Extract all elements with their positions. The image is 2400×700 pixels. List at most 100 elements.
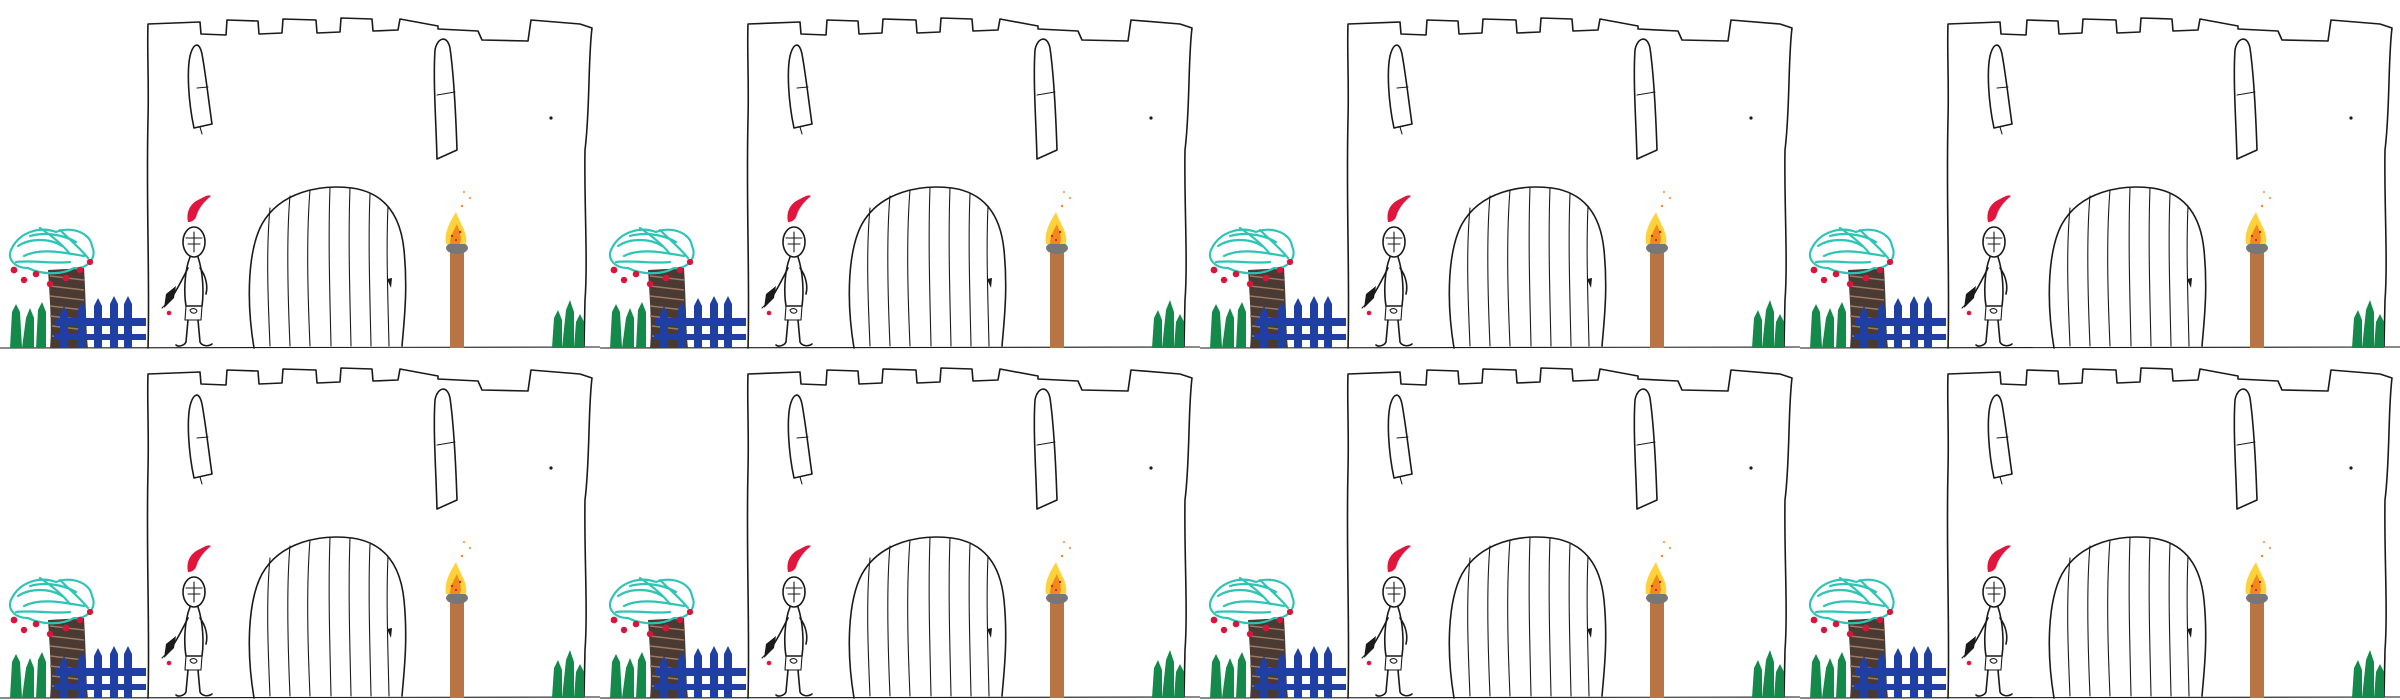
- wall-dot: [549, 116, 553, 120]
- knight-plume: [187, 195, 211, 222]
- door-planks: [267, 537, 390, 697]
- drawing-frame-8: [1800, 350, 2400, 700]
- castle-outline: [1346, 17, 1793, 349]
- door-handle: [1587, 628, 1592, 638]
- knight: [1361, 195, 1413, 347]
- door-planks: [2067, 187, 2190, 347]
- castle-drawing: [1200, 367, 1800, 699]
- door-handle: [987, 278, 992, 288]
- drawing-frame-5: [0, 350, 600, 700]
- knight-plume: [1387, 545, 1411, 572]
- ground-line: [600, 346, 1200, 349]
- torch: [1645, 191, 1671, 348]
- knight: [1961, 195, 2013, 347]
- left-window: [1387, 394, 1413, 479]
- fence: [54, 296, 146, 348]
- torch: [1645, 541, 1671, 698]
- wall-dot: [1149, 466, 1153, 470]
- grass-right: [1152, 650, 1184, 698]
- tree: [8, 226, 95, 348]
- grass-right: [552, 650, 584, 698]
- knight-plume: [1387, 195, 1411, 222]
- right-window: [1633, 388, 1658, 510]
- knight: [161, 195, 213, 347]
- wall-dot: [2349, 116, 2353, 120]
- fence: [54, 646, 146, 698]
- knight-helmet: [182, 576, 206, 608]
- knight-helmet: [782, 226, 806, 258]
- door-planks: [867, 187, 990, 347]
- drawing-frame-3: [1200, 0, 1800, 350]
- knight-plume: [1987, 195, 2011, 222]
- castle-door: [248, 536, 407, 699]
- right-window: [2233, 388, 2258, 510]
- right-window: [1033, 388, 1058, 510]
- fence: [654, 646, 746, 698]
- fence: [654, 296, 746, 348]
- knight-helmet: [1982, 226, 2006, 258]
- right-window: [1033, 38, 1058, 160]
- door-handle: [387, 628, 392, 638]
- door-handle: [2187, 278, 2192, 288]
- left-window: [1987, 44, 2013, 129]
- castle-door: [2048, 536, 2207, 699]
- ground-line: [0, 696, 600, 699]
- knight: [761, 195, 813, 347]
- torch: [445, 191, 471, 348]
- knight: [1361, 545, 1413, 697]
- ground-line: [1800, 696, 2400, 699]
- castle-drawing: [1800, 17, 2400, 349]
- door-handle: [987, 628, 992, 638]
- drawing-frame-1: [0, 0, 600, 350]
- torch: [1045, 191, 1071, 348]
- door-handle: [387, 278, 392, 288]
- door-planks: [2067, 537, 2190, 697]
- left-window: [787, 394, 813, 479]
- left-window: [787, 44, 813, 129]
- grass-left: [1810, 302, 1846, 348]
- left-window: [1387, 44, 1413, 129]
- knight-helmet: [182, 226, 206, 258]
- torch: [2245, 191, 2271, 348]
- knight: [761, 545, 813, 697]
- fence: [1254, 646, 1346, 698]
- grass-right: [1152, 300, 1184, 348]
- door-planks: [1467, 187, 1590, 347]
- wall-dot: [1749, 116, 1753, 120]
- drawing-frame-7: [1200, 350, 1800, 700]
- drawing-frame-4: [1800, 0, 2400, 350]
- ground-line: [600, 696, 1200, 699]
- knight-helmet: [1382, 576, 1406, 608]
- right-window: [2233, 38, 2258, 160]
- castle-outline: [746, 17, 1193, 349]
- door-planks: [1467, 537, 1590, 697]
- ground-line: [1800, 346, 2400, 349]
- castle-drawing: [600, 17, 1200, 349]
- ground-line: [0, 346, 600, 349]
- grass-right: [2352, 650, 2384, 698]
- castle-outline: [746, 367, 1193, 699]
- right-window: [433, 388, 458, 510]
- castle-drawing: [600, 367, 1200, 699]
- grass-right: [1752, 650, 1784, 698]
- ground-line: [1200, 346, 1800, 349]
- castle-outline: [1346, 367, 1793, 699]
- knight-helmet: [1382, 226, 1406, 258]
- wall-dot: [1149, 116, 1153, 120]
- knight-helmet: [782, 576, 806, 608]
- knight-plume: [1987, 545, 2011, 572]
- castle-outline: [1946, 17, 2393, 349]
- wall-dot: [1749, 466, 1753, 470]
- torch: [445, 541, 471, 698]
- grass-left: [10, 652, 46, 698]
- left-window: [187, 44, 213, 129]
- door-planks: [867, 537, 990, 697]
- door-handle: [1587, 278, 1592, 288]
- fence: [1854, 646, 1946, 698]
- left-window: [1987, 394, 2013, 479]
- knight-plume: [187, 545, 211, 572]
- castle-door: [1448, 536, 1607, 699]
- castle-outline: [146, 367, 593, 699]
- knight: [1961, 545, 2013, 697]
- castle-drawing: [0, 17, 600, 349]
